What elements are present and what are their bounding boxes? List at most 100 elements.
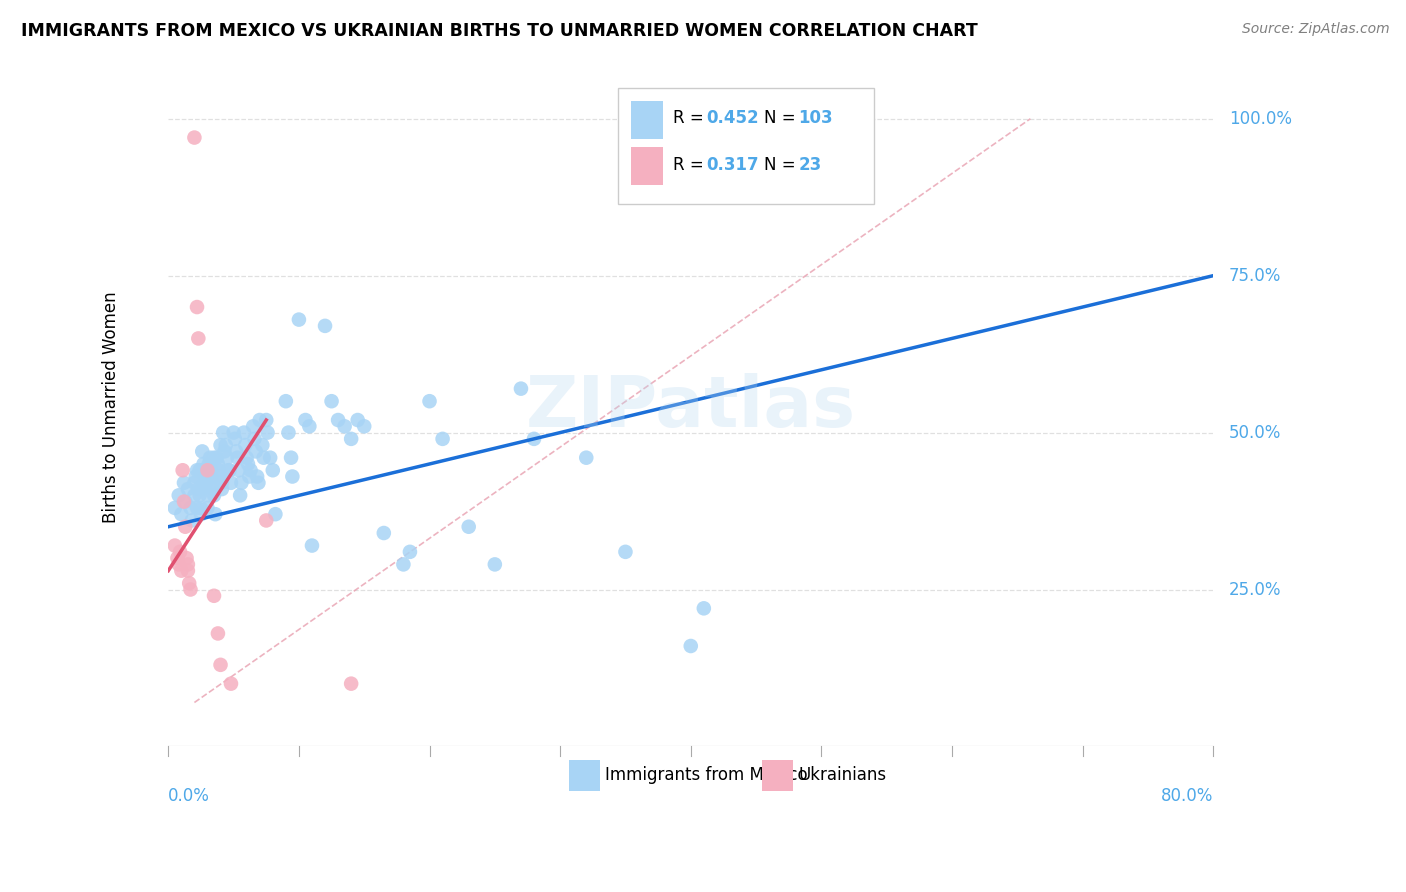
Point: [211, 475, 233, 490]
Text: 75.0%: 75.0%: [1229, 267, 1281, 285]
Point: [187, 482, 209, 496]
Point: [219, 676, 242, 690]
Point: [195, 475, 218, 490]
Point: [301, 539, 323, 553]
Point: [186, 463, 208, 477]
Point: [614, 545, 637, 559]
Point: [314, 318, 336, 333]
Point: [679, 639, 702, 653]
Point: [163, 500, 186, 515]
Text: 0.452: 0.452: [706, 109, 759, 127]
Point: [187, 331, 209, 345]
Point: [184, 469, 207, 483]
Point: [254, 413, 277, 427]
Text: 23: 23: [799, 156, 821, 175]
Point: [225, 444, 247, 458]
Point: [200, 463, 222, 477]
Point: [298, 419, 321, 434]
Point: [693, 601, 716, 615]
Text: 103: 103: [799, 109, 832, 127]
Point: [211, 482, 233, 496]
Point: [186, 500, 208, 515]
Point: [277, 425, 299, 440]
Point: [169, 545, 191, 559]
Point: [205, 450, 228, 465]
Point: [247, 475, 270, 490]
Point: [484, 558, 506, 572]
Point: [239, 463, 262, 477]
Point: [249, 413, 271, 427]
FancyBboxPatch shape: [568, 760, 600, 791]
Point: [346, 413, 368, 427]
Point: [228, 463, 250, 477]
Point: [418, 394, 440, 409]
Point: [238, 469, 260, 483]
Point: [254, 513, 277, 527]
Point: [177, 482, 200, 496]
Point: [201, 482, 224, 496]
Point: [242, 419, 264, 434]
Point: [236, 457, 259, 471]
Point: [215, 438, 238, 452]
Point: [246, 469, 269, 483]
Point: [231, 475, 253, 490]
Point: [321, 394, 343, 409]
Point: [575, 450, 598, 465]
Point: [170, 507, 193, 521]
Point: [212, 425, 235, 440]
Point: [180, 513, 202, 527]
Point: [432, 432, 454, 446]
Point: [197, 463, 219, 477]
Point: [201, 475, 224, 490]
Point: [217, 463, 239, 477]
Point: [166, 551, 188, 566]
Text: N =: N =: [763, 156, 801, 175]
Point: [191, 444, 214, 458]
Text: 100.0%: 100.0%: [1229, 110, 1292, 128]
Point: [353, 419, 375, 434]
Point: [340, 432, 363, 446]
Text: R =: R =: [673, 109, 709, 127]
Point: [194, 469, 217, 483]
Point: [188, 488, 211, 502]
Point: [218, 463, 240, 477]
Point: [172, 463, 194, 477]
Point: [235, 450, 257, 465]
Point: [193, 463, 215, 477]
Point: [222, 425, 245, 440]
Point: [183, 130, 205, 145]
Point: [202, 589, 225, 603]
Point: [194, 475, 217, 490]
Point: [235, 438, 257, 452]
Point: [179, 576, 201, 591]
Point: [373, 526, 395, 541]
Point: [177, 558, 200, 572]
Point: [340, 676, 363, 690]
Point: [173, 475, 195, 490]
Text: 0.0%: 0.0%: [169, 787, 209, 805]
Point: [197, 457, 219, 471]
Text: Immigrants from Mexico: Immigrants from Mexico: [605, 766, 807, 784]
Point: [229, 488, 252, 502]
Point: [190, 507, 212, 521]
Point: [280, 450, 302, 465]
Point: [174, 494, 197, 508]
Text: N =: N =: [763, 109, 801, 127]
Point: [392, 558, 415, 572]
Point: [167, 558, 190, 572]
Point: [209, 657, 232, 672]
Point: [294, 413, 316, 427]
Point: [183, 475, 205, 490]
Text: IMMIGRANTS FROM MEXICO VS UKRAINIAN BIRTHS TO UNMARRIED WOMEN CORRELATION CHART: IMMIGRANTS FROM MEXICO VS UKRAINIAN BIRT…: [21, 22, 977, 40]
Point: [510, 382, 533, 396]
Point: [200, 469, 222, 483]
Point: [197, 500, 219, 515]
FancyBboxPatch shape: [631, 101, 662, 139]
Point: [326, 413, 349, 427]
Point: [202, 450, 225, 465]
FancyBboxPatch shape: [631, 147, 662, 186]
Point: [243, 432, 266, 446]
Point: [170, 564, 193, 578]
Text: Source: ZipAtlas.com: Source: ZipAtlas.com: [1241, 22, 1389, 37]
Point: [457, 520, 479, 534]
